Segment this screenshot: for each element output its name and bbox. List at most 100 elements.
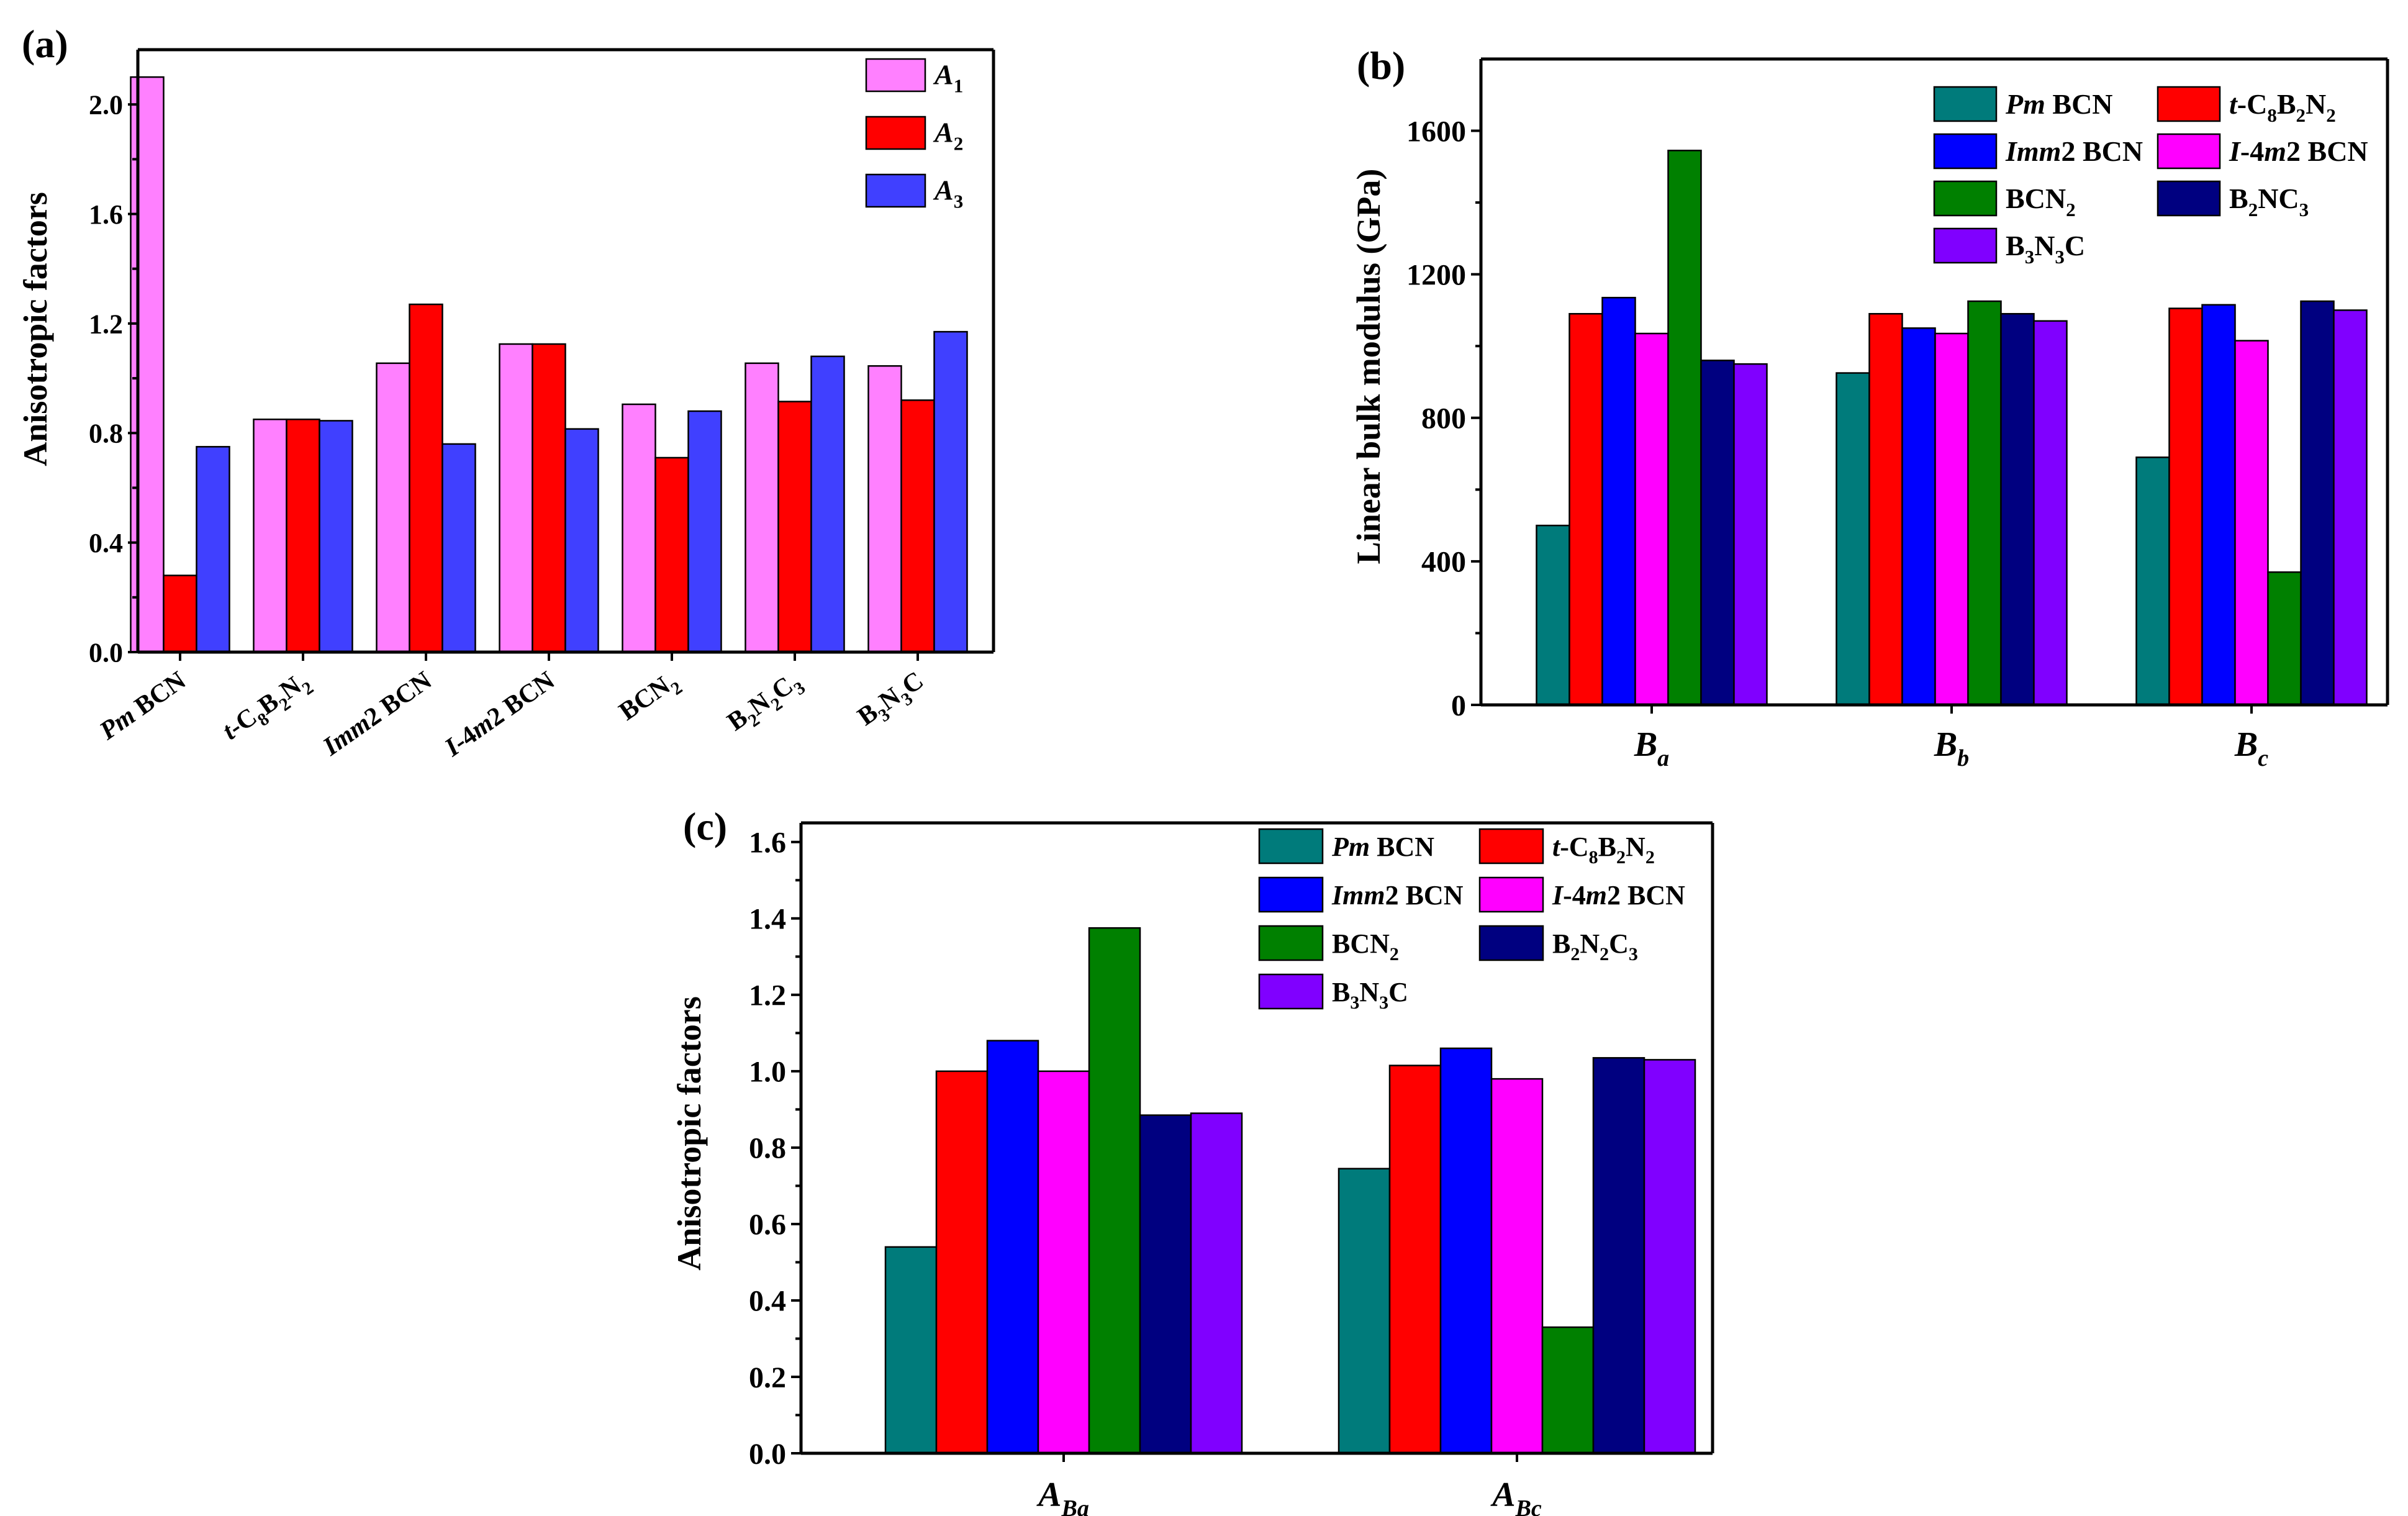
bar-b-3-1 xyxy=(1601,296,1636,706)
bar-b-1-1 xyxy=(1536,524,1570,706)
y-tick-label-a: 2.0 xyxy=(89,90,123,120)
y-tick-label-a: 0.8 xyxy=(89,419,123,449)
bar-a-3-2 xyxy=(319,420,353,653)
bar-c-6-1 xyxy=(1139,1114,1192,1455)
bar-a-3-3 xyxy=(441,443,476,653)
x-tick-label-a: B2N2C3 xyxy=(722,666,809,742)
bar-c-6-2 xyxy=(1592,1057,1645,1455)
bar-a-3-4 xyxy=(564,428,599,653)
legend-label-b: B3N3C xyxy=(2006,230,2085,268)
bar-a-2-2 xyxy=(286,418,320,653)
legend-label-b: BCN2 xyxy=(2006,183,2076,220)
bar-b-5-1 xyxy=(1667,150,1702,706)
y-tick-label-a: 1.2 xyxy=(89,309,123,339)
bar-b-7-3 xyxy=(2333,309,2368,706)
bar-a-1-5 xyxy=(622,403,656,653)
bar-b-5-2 xyxy=(1967,300,2002,706)
legend-label-c: B3N3C xyxy=(1332,977,1408,1013)
legend-label-b: B2NC3 xyxy=(2229,183,2309,220)
bar-b-2-3 xyxy=(2168,307,2203,706)
bar-a-3-7 xyxy=(933,330,968,653)
y-tick-label-b: 400 xyxy=(1421,546,1466,579)
y-tick-label-c: 1.0 xyxy=(749,1056,786,1089)
bar-a-1-1 xyxy=(130,76,165,653)
legend-label-a: A3 xyxy=(933,175,963,212)
y-tick-label-b: 1600 xyxy=(1406,115,1466,148)
x-tick-label-b: Bb xyxy=(1934,725,1969,771)
legend-swatch-b xyxy=(2157,86,2221,122)
bar-b-4-1 xyxy=(1634,332,1669,706)
bar-a-2-6 xyxy=(777,401,812,653)
panel-b-y-axis-title: Linear bulk modulus (GPa) xyxy=(1350,169,1387,565)
bar-a-1-4 xyxy=(499,343,533,653)
panel-c-y-axis-title: Anisotropic factors xyxy=(671,996,708,1270)
legend-label-a: A1 xyxy=(933,59,963,97)
panel-b-label: (b) xyxy=(1357,43,1405,88)
legend-label-b: Pm BCN xyxy=(2005,88,2113,120)
legend-swatch-b xyxy=(2157,180,2221,217)
bar-c-2-1 xyxy=(935,1070,989,1455)
bar-b-7-1 xyxy=(1733,363,1768,706)
bar-b-1-3 xyxy=(2135,456,2170,706)
bar-a-3-5 xyxy=(687,410,722,653)
legend-swatch-b xyxy=(1933,227,1998,264)
bar-a-3-1 xyxy=(196,446,230,653)
bar-c-7-1 xyxy=(1190,1112,1243,1455)
legend-label-c: Imm2 BCN xyxy=(1331,880,1464,910)
bar-b-5-3 xyxy=(2267,571,2302,706)
y-tick-label-c: 0.8 xyxy=(749,1132,786,1165)
bar-c-4-1 xyxy=(1037,1070,1090,1455)
x-tick-label-c: ABc xyxy=(1490,1476,1542,1516)
legend-label-c: BCN2 xyxy=(1332,928,1399,965)
bar-a-1-3 xyxy=(376,362,410,653)
bar-c-2-2 xyxy=(1388,1064,1442,1455)
y-tick-label-a: 0.4 xyxy=(89,528,123,558)
legend-label-b: I-4m2 BCN xyxy=(2229,135,2368,167)
y-tick-label-a: 0.0 xyxy=(89,637,123,668)
panel-c-label: (c) xyxy=(683,804,727,848)
panel-a-chart: (a) Anisotropic factors 0.0 0.4 0.8 1.2 1.6 2… xyxy=(17,22,995,763)
panel-a-y-axis-title: Anisotropic factors xyxy=(17,192,54,466)
legend-label-a: A2 xyxy=(933,117,963,155)
bar-b-1-2 xyxy=(1835,372,1870,706)
y-tick-label-c: 1.6 xyxy=(749,827,786,860)
bar-c-3-2 xyxy=(1439,1047,1493,1455)
bar-a-2-5 xyxy=(654,456,689,653)
bar-a-2-7 xyxy=(900,399,935,653)
bar-c-3-1 xyxy=(986,1040,1039,1455)
bar-a-1-7 xyxy=(867,365,902,653)
legend-swatch-c xyxy=(1478,828,1544,865)
legend-label-b: t-C8B2N2 xyxy=(2229,88,2336,126)
y-tick-label-c: 0.0 xyxy=(749,1438,786,1471)
y-tick-label-c: 0.4 xyxy=(749,1285,786,1318)
bar-b-6-1 xyxy=(1700,360,1735,706)
legend-swatch-b xyxy=(1933,86,1998,122)
bar-b-4-2 xyxy=(1934,332,1969,706)
bar-a-1-6 xyxy=(745,362,779,653)
legend-swatch-c xyxy=(1258,925,1324,961)
legend-label-c: t-C8B2N2 xyxy=(1552,832,1655,868)
legend-swatch-b xyxy=(2157,133,2221,170)
x-tick-label-b: Bc xyxy=(2234,725,2268,771)
bar-a-2-1 xyxy=(163,574,197,653)
bar-c-5-1 xyxy=(1088,927,1141,1455)
bar-c-1-1 xyxy=(884,1246,938,1455)
bar-c-7-2 xyxy=(1643,1059,1696,1455)
bar-b-7-2 xyxy=(2033,320,2068,706)
panel-b-chart: (b) Linear bulk modulus (GPa) 0 400 800 120… xyxy=(1350,43,2389,771)
bar-b-6-3 xyxy=(2300,300,2335,706)
y-tick-label-c: 0.2 xyxy=(749,1361,786,1394)
legend-swatch-c xyxy=(1478,876,1544,913)
bar-b-3-2 xyxy=(1901,327,1936,706)
bar-c-1-2 xyxy=(1338,1168,1391,1455)
x-tick-label-a: Pm BCN xyxy=(94,666,191,747)
y-tick-label-b: 0 xyxy=(1451,689,1466,722)
x-tick-label-c: ABa xyxy=(1036,1476,1089,1516)
legend-swatch-c xyxy=(1258,828,1324,865)
legend-swatch-b xyxy=(1933,180,1998,217)
y-tick-label-c: 1.2 xyxy=(749,979,786,1012)
bar-b-2-2 xyxy=(1868,312,1903,706)
bar-a-1-2 xyxy=(253,418,287,653)
x-tick-label-a: B3N3C xyxy=(853,666,932,737)
legend-swatch-a xyxy=(865,116,926,150)
